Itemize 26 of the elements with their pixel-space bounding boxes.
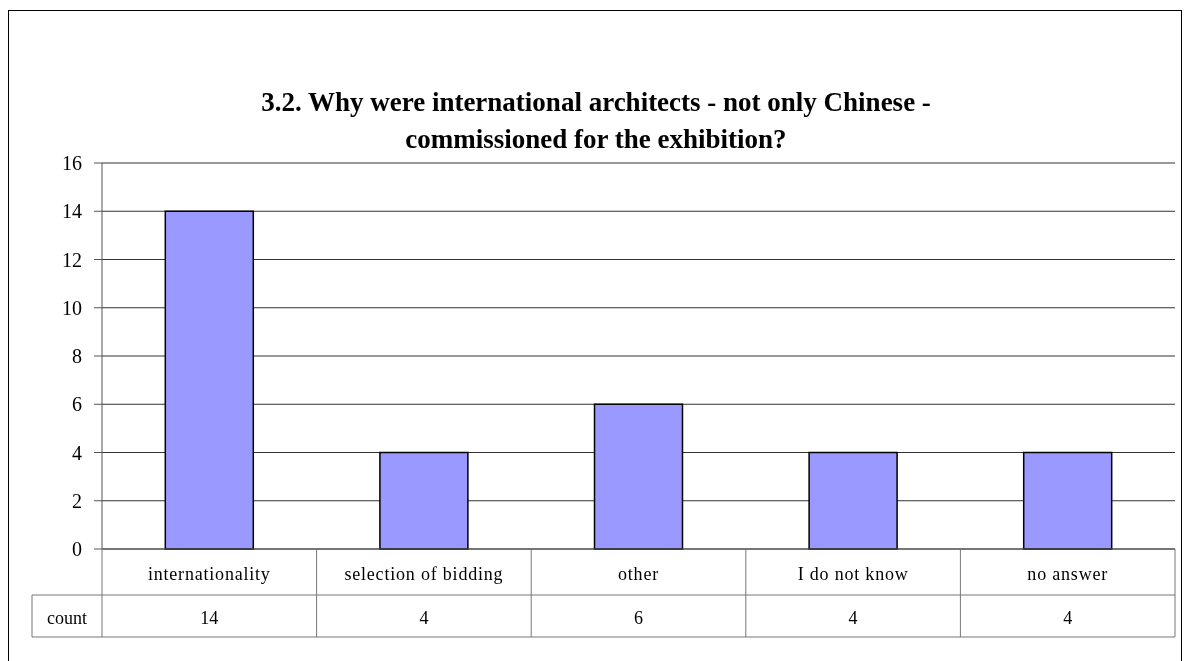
x-tick-label: I do not know <box>797 564 909 584</box>
data-label: 4 <box>1063 608 1073 628</box>
bar <box>1022 451 1113 550</box>
bar <box>593 403 684 550</box>
y-tick-label: 8 <box>72 345 82 367</box>
y-tick-label: 0 <box>72 538 82 560</box>
data-label: 4 <box>848 608 858 628</box>
x-tick-label: no answer <box>1027 564 1109 584</box>
text: count <box>47 608 87 628</box>
y-tick-label: 16 <box>62 152 82 174</box>
data-label: 14 <box>200 608 219 628</box>
data-label: 6 <box>634 608 643 628</box>
y-tick-label: 6 <box>72 393 82 416</box>
y-tick-label: 10 <box>62 296 82 319</box>
y-tick-label: 4 <box>72 441 82 464</box>
bar <box>379 451 469 550</box>
x-tick-label: other <box>618 564 659 584</box>
data-label: 4 <box>419 608 429 628</box>
chart-title: 3.2. Why were international architects - not only Chinese - commissioned for the exhibition? <box>261 87 931 154</box>
x-tick-label: selection of bidding <box>344 564 504 584</box>
y-tick-label: 2 <box>72 489 82 512</box>
y-tick-label: 14 <box>62 200 82 223</box>
y-tick-label: 12 <box>62 248 82 271</box>
x-tick-label: internationality <box>147 564 271 584</box>
bar <box>808 451 898 550</box>
bar <box>164 210 255 550</box>
